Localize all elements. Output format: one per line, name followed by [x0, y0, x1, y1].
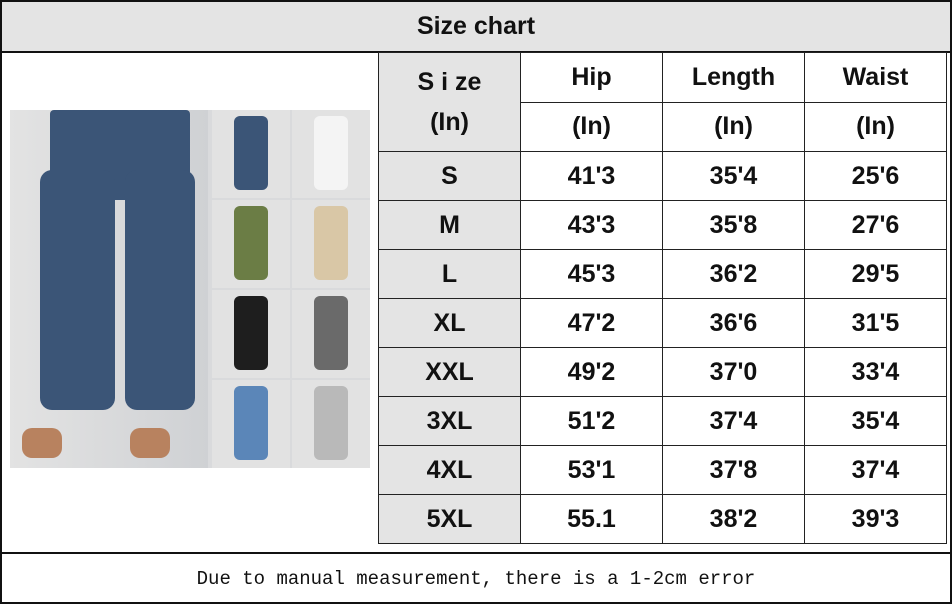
cell-hip: 51'2 — [520, 396, 663, 446]
cell-hip: 49'2 — [520, 347, 663, 397]
table-row: M 43'3 35'8 27'6 — [378, 200, 947, 250]
table-row: XL 47'2 36'6 31'5 — [378, 298, 947, 348]
color-variant-thumbnail — [292, 110, 370, 198]
cell-size: 5XL — [378, 494, 521, 544]
cell-waist: 37'4 — [804, 445, 947, 495]
column-unit-waist: (In) — [804, 101, 947, 152]
column-header-length: Length — [662, 52, 805, 103]
cell-size: S — [378, 151, 521, 201]
cell-size: L — [378, 249, 521, 299]
measurement-note: Due to manual measurement, there is a 1-… — [2, 552, 950, 604]
chart-title: Size chart — [2, 2, 950, 53]
color-variant-thumbnail — [292, 290, 370, 378]
cell-hip: 47'2 — [520, 298, 663, 348]
cell-hip: 53'1 — [520, 445, 663, 495]
column-header-hip: Hip — [520, 52, 663, 103]
table-row: XXL 49'2 37'0 33'4 — [378, 347, 947, 397]
color-variant-thumbnail — [212, 110, 290, 198]
size-header: S i ze (In) — [378, 52, 521, 152]
column-unit-hip: (In) — [520, 101, 663, 152]
cell-length: 35'8 — [662, 200, 805, 250]
cell-length: 37'4 — [662, 396, 805, 446]
cell-waist: 29'5 — [804, 249, 947, 299]
cell-waist: 35'4 — [804, 396, 947, 446]
cell-length: 36'2 — [662, 249, 805, 299]
cell-size: XXL — [378, 347, 521, 397]
table-row: S 41'3 35'4 25'6 — [378, 151, 947, 201]
color-variant-thumbnail — [212, 290, 290, 378]
cell-hip: 41'3 — [520, 151, 663, 201]
column-unit-length: (In) — [662, 101, 805, 152]
cell-length: 36'6 — [662, 298, 805, 348]
cell-hip: 45'3 — [520, 249, 663, 299]
table-row: L 45'3 36'2 29'5 — [378, 249, 947, 299]
table-row: 5XL 55.1 38'2 39'3 — [378, 494, 947, 544]
cell-waist: 25'6 — [804, 151, 947, 201]
cell-waist: 27'6 — [804, 200, 947, 250]
table-row: 4XL 53'1 37'8 37'4 — [378, 445, 947, 495]
cell-length: 38'2 — [662, 494, 805, 544]
size-table: S i ze (In) Hip Length Waist (In) (In) (… — [378, 52, 947, 544]
cell-waist: 31'5 — [804, 298, 947, 348]
color-variant-thumbnail — [292, 380, 370, 468]
color-variant-thumbnail — [212, 200, 290, 288]
product-photo — [10, 110, 370, 468]
cell-length: 35'4 — [662, 151, 805, 201]
cell-size: M — [378, 200, 521, 250]
cell-hip: 55.1 — [520, 494, 663, 544]
cell-size: 4XL — [378, 445, 521, 495]
size-header-unit: (In) — [430, 108, 469, 136]
cell-length: 37'8 — [662, 445, 805, 495]
main-product-image — [10, 110, 208, 468]
column-header-waist: Waist — [804, 52, 947, 103]
table-row: 3XL 51'2 37'4 35'4 — [378, 396, 947, 446]
cell-length: 37'0 — [662, 347, 805, 397]
cell-size: XL — [378, 298, 521, 348]
cell-waist: 33'4 — [804, 347, 947, 397]
cell-hip: 43'3 — [520, 200, 663, 250]
cell-waist: 39'3 — [804, 494, 947, 544]
color-variant-thumbnail — [292, 200, 370, 288]
color-variant-thumbnail — [212, 380, 290, 468]
cell-size: 3XL — [378, 396, 521, 446]
size-header-label: S i ze — [417, 68, 482, 96]
